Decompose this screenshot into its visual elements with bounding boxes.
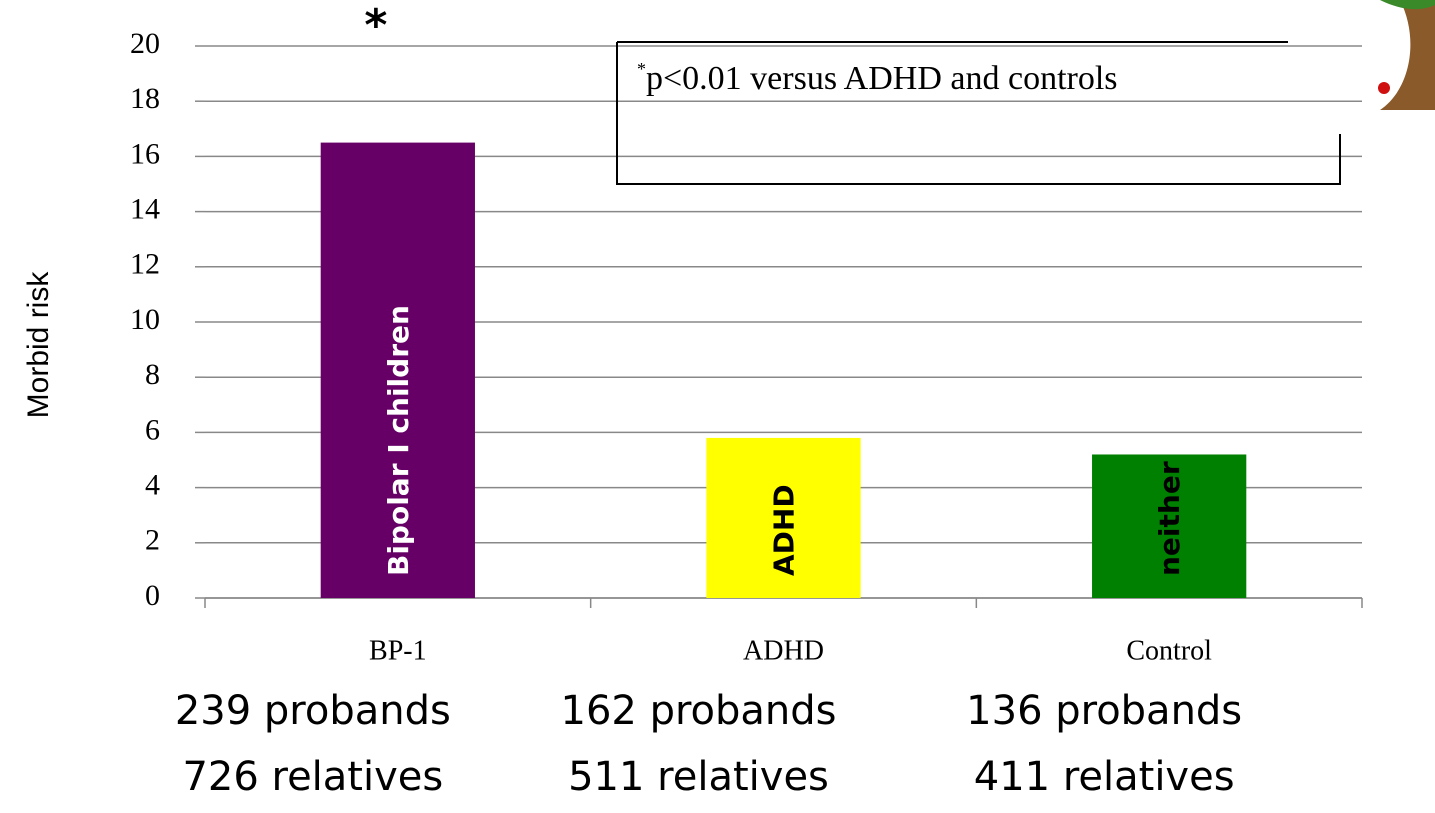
y-tick-label: 20	[130, 27, 160, 60]
y-tick-label: 6	[145, 413, 160, 446]
y-tick-label: 0	[145, 579, 160, 612]
y-tick-label: 12	[130, 248, 160, 281]
category-note: 136 probands	[966, 688, 1242, 734]
y-tick-label: 4	[145, 468, 160, 501]
y-tick-label: 10	[130, 303, 160, 336]
bar-label: ADHD	[768, 484, 801, 576]
annotation-marker: *	[637, 59, 646, 79]
bar-label: Bipolar I children	[382, 305, 415, 576]
category-note: 239 probands	[175, 688, 451, 734]
chart: Morbid risk 0 2 4 6 8 10 12 14 16 18 20 Bipolar I c…	[0, 0, 1435, 813]
bar-label: neither	[1153, 461, 1186, 576]
y-axis-label: Morbid risk	[22, 271, 55, 419]
y-tick-label: 2	[145, 524, 160, 557]
page: Morbid risk 0 2 4 6 8 10 12 14 16 18 20 Bipolar I c…	[0, 0, 1435, 813]
apple	[1378, 82, 1390, 94]
annotation: *p<0.01 versus ADHD and controls	[637, 58, 1197, 101]
y-tick-label: 8	[145, 358, 160, 391]
x-tick-label: BP-1	[369, 635, 427, 666]
y-tick-label: 16	[130, 137, 160, 170]
y-tick-label: 14	[130, 192, 160, 225]
x-tick-label: Control	[1126, 635, 1212, 666]
category-note: 726 relatives	[182, 754, 443, 800]
category-note: 411 relatives	[974, 754, 1235, 800]
significance-marker: *	[364, 0, 387, 51]
tree-decoration	[1380, 0, 1435, 110]
tree-leaves	[1380, 0, 1435, 9]
annotation-text: p<0.01 versus ADHD and controls	[646, 60, 1118, 97]
y-tick-label: 18	[130, 82, 160, 115]
category-note: 511 relatives	[568, 754, 829, 800]
category-note: 162 probands	[561, 688, 837, 734]
x-tick-label: ADHD	[743, 635, 824, 666]
